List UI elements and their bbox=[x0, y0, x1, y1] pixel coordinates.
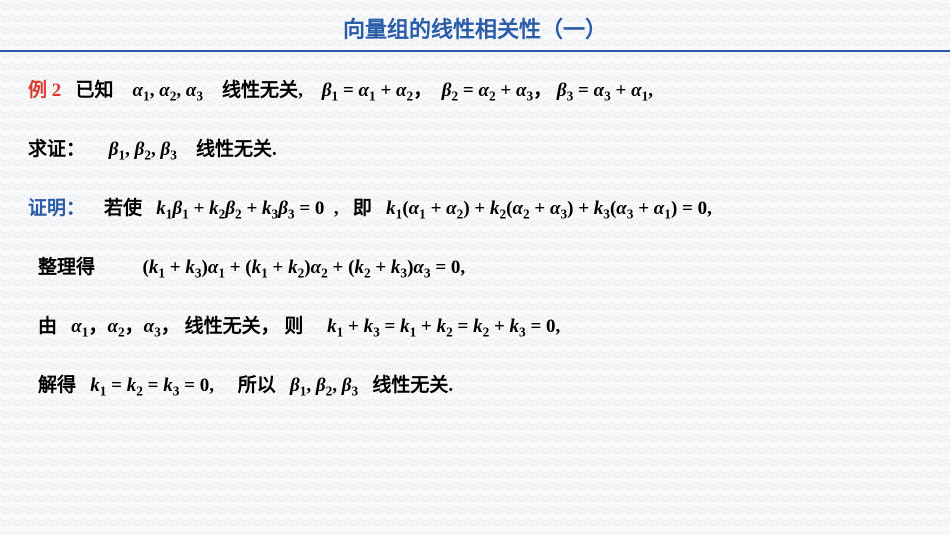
solve: 解得 bbox=[38, 375, 76, 396]
slide: 向量组的线性相关性（一） 例 2 已知 α1, α2, α3 线性无关, β1 … bbox=[0, 0, 950, 535]
system: k1 + k3 = k1 + k2 = k2 + k3 = 0, bbox=[327, 316, 560, 337]
line-simplify: 整理得 (k1 + k3)α1 + (k1 + k2)α2 + (k2 + k3… bbox=[28, 253, 922, 284]
beta-list-2: β1, β2, β3 bbox=[290, 375, 358, 396]
given-prefix: 已知 bbox=[76, 80, 114, 101]
since: 由 bbox=[38, 316, 57, 337]
ie: 即 bbox=[353, 198, 372, 219]
slide-title: 向量组的线性相关性（一） bbox=[0, 0, 950, 52]
prove-prefix: 求证： bbox=[28, 139, 85, 160]
line-conclusion: 解得 k1 = k2 = k3 = 0, 所以 β1, β2, β3 线性无关. bbox=[28, 371, 922, 402]
suppose: 若使 bbox=[104, 198, 142, 219]
line-proof-start: 证明： 若使 k1β1 + k2β2 + k3β3 = 0 , 即 k1(α1 … bbox=[28, 194, 922, 225]
solution: k1 = k2 = k3 = 0, bbox=[90, 375, 214, 396]
slide-content: 例 2 已知 α1, α2, α3 线性无关, β1 = α1 + α2， β2… bbox=[0, 52, 950, 401]
lin-indep-4: 线性无关 bbox=[372, 375, 448, 396]
beta3-def: β3 = α3 + α1 bbox=[557, 80, 648, 101]
alpha-list-spaced: α1，α2，α3 bbox=[71, 316, 161, 337]
grouped: (k1 + k3)α1 + (k1 + k2)α2 + (k2 + k3)α3 … bbox=[143, 257, 466, 278]
lin-indep-1: 线性无关 bbox=[222, 80, 298, 101]
therefore: 所以 bbox=[238, 375, 276, 396]
line-since: 由 α1，α2，α3， 线性无关， 则 k1 + k3 = k1 + k2 = … bbox=[28, 312, 922, 343]
line-example: 例 2 已知 α1, α2, α3 线性无关, β1 = α1 + α2， β2… bbox=[28, 76, 922, 107]
lin-indep-3: 线性无关 bbox=[185, 316, 261, 337]
beta1-def: β1 = α1 + α2 bbox=[322, 80, 413, 101]
lin-indep-2: 线性无关 bbox=[196, 139, 272, 160]
expanded: k1(α1 + α2) + k2(α2 + α3) + k3(α3 + α1) … bbox=[386, 198, 712, 219]
then: 则 bbox=[284, 316, 303, 337]
simplify: 整理得 bbox=[38, 257, 95, 278]
alpha-list-1: α1, α2, α3 bbox=[133, 80, 204, 101]
example-label: 例 2 bbox=[28, 80, 61, 101]
line-prove: 求证： β1, β2, β3 线性无关. bbox=[28, 135, 922, 166]
proof-label: 证明： bbox=[28, 198, 85, 219]
beta-list-1: β1, β2, β3 bbox=[109, 139, 177, 160]
beta2-def: β2 = α2 + α3 bbox=[442, 80, 533, 101]
combo-zero: k1β1 + k2β2 + k3β3 = 0 bbox=[156, 198, 324, 219]
